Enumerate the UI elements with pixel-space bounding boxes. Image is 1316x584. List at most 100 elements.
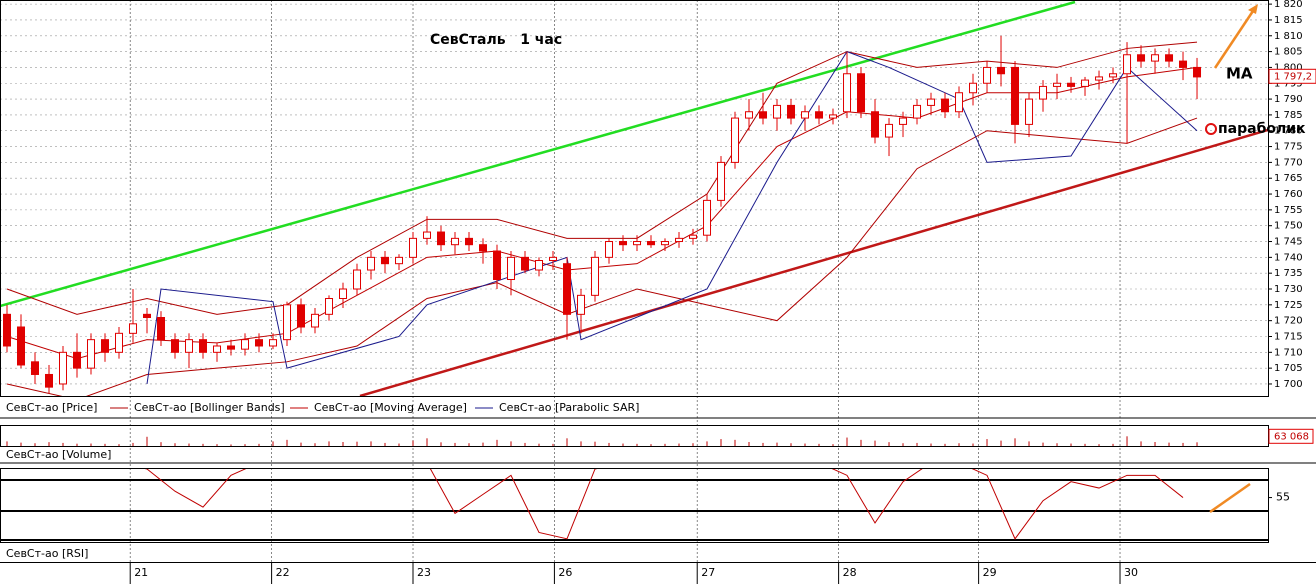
overlay-line <box>146 50 1198 385</box>
y-tick-label: 1 790 <box>1274 94 1303 105</box>
y-tick-label: 1 765 <box>1274 173 1303 184</box>
y-tick-label: 1 745 <box>1274 237 1303 248</box>
x-tick-label: 30 <box>1124 566 1138 579</box>
candle-body <box>1025 98 1034 125</box>
x-tick-label: 26 <box>558 566 572 579</box>
y-tick-label: 55 <box>1276 491 1290 504</box>
candle-body <box>31 361 40 375</box>
candle-body <box>493 250 502 281</box>
y-tick-label: 1 735 <box>1274 268 1303 279</box>
candle-body <box>983 66 992 84</box>
candle-body <box>227 345 236 350</box>
candle-body <box>1095 76 1104 81</box>
candle-body <box>633 241 642 246</box>
legend-label: СевСт-ао [RSI] <box>6 547 88 560</box>
candle-body <box>1067 82 1076 87</box>
candle-body <box>101 339 110 353</box>
y-tick-label: 1 800 <box>1274 62 1303 73</box>
candle-body <box>73 351 82 369</box>
y-tick-label: 1 730 <box>1274 284 1303 295</box>
candle-body <box>213 345 222 353</box>
y-tick-label: 1 710 <box>1274 347 1303 358</box>
candle-body <box>605 241 614 258</box>
legend-label: СевСт-ао [Volume] <box>6 448 111 461</box>
candle-body <box>941 98 950 113</box>
candle-body <box>899 117 908 125</box>
candle-body <box>1165 54 1174 62</box>
candle-body <box>381 256 390 265</box>
candle-body <box>1193 66 1202 78</box>
candle-body <box>507 256 516 281</box>
candle-body <box>115 332 124 353</box>
y-tick-label: 1 725 <box>1274 300 1303 311</box>
candle-body <box>997 66 1006 75</box>
rsi-border <box>0 468 1269 543</box>
candle-body <box>955 92 964 113</box>
trend-line-upper <box>0 0 1076 308</box>
x-tick-label: 27 <box>701 566 715 579</box>
candle-body <box>17 326 26 366</box>
candle-body <box>283 304 292 341</box>
chart-title: СевСталь 1 час <box>430 32 562 48</box>
candle-body <box>731 117 740 163</box>
x-tick-label: 23 <box>417 566 431 579</box>
candle-body <box>689 234 698 239</box>
candle-body <box>1151 54 1160 62</box>
y-tick-label: 1 700 <box>1274 379 1303 390</box>
y-tick-label: 1 770 <box>1274 157 1303 168</box>
overlay-line <box>6 117 1198 396</box>
overlay-line <box>6 41 1198 315</box>
candle-body <box>913 104 922 119</box>
y-tick-label: 1 780 <box>1274 126 1303 137</box>
candle-body <box>1011 66 1020 125</box>
rsi-panel <box>0 469 1268 541</box>
candle-body <box>647 241 656 246</box>
legend-label: СевСт-ао [Parabolic SAR] <box>499 401 639 414</box>
candle-body <box>451 237 460 246</box>
candle-body <box>87 339 96 369</box>
y-tick-label: 1 775 <box>1274 142 1303 153</box>
candle-body <box>871 111 880 138</box>
candle-body <box>1081 79 1090 87</box>
candle-body <box>255 339 264 347</box>
y-tick-label: 1 755 <box>1274 205 1303 216</box>
y-tick-label: 1 815 <box>1274 15 1303 26</box>
candle-body <box>423 231 432 239</box>
candle-body <box>759 111 768 119</box>
annotation: параболик <box>1218 121 1306 137</box>
legend-label: СевСт-ао [Price] <box>6 401 97 414</box>
y-tick-label: 1 820 <box>1274 0 1303 10</box>
price-panel <box>0 0 1268 396</box>
candle-body <box>185 339 194 353</box>
volume-panel <box>6 436 1198 446</box>
x-tick-label: 22 <box>276 566 290 579</box>
candle-body <box>815 111 824 119</box>
candle-body <box>1179 60 1188 68</box>
candle-body <box>395 256 404 265</box>
x-tick-label: 21 <box>134 566 148 579</box>
candle-body <box>745 111 754 119</box>
candle-body <box>773 104 782 119</box>
candle-body <box>1109 73 1118 78</box>
rsi-line <box>144 469 1184 540</box>
trend-line-lower <box>359 128 1268 396</box>
candle-body <box>591 256 600 296</box>
candle-body <box>577 294 586 315</box>
candle-body <box>269 339 278 347</box>
candle-body <box>353 269 362 290</box>
candle-body <box>367 256 376 271</box>
candle-body <box>59 351 68 385</box>
y-tick-label: 1 760 <box>1274 189 1303 200</box>
y-tick-label: 1 720 <box>1274 316 1303 327</box>
candle-body <box>829 114 838 119</box>
candle-body <box>409 237 418 258</box>
annotation: MA <box>1226 65 1253 83</box>
last-price-box <box>1268 68 1316 84</box>
candle-body <box>1123 54 1132 75</box>
sar-marker <box>1205 123 1217 135</box>
candle-body <box>143 313 152 318</box>
candle-body <box>297 304 306 328</box>
candle-body <box>1053 82 1062 87</box>
legend-label: СевСт-ао [Moving Average] <box>314 401 467 414</box>
candle-body <box>521 256 530 271</box>
